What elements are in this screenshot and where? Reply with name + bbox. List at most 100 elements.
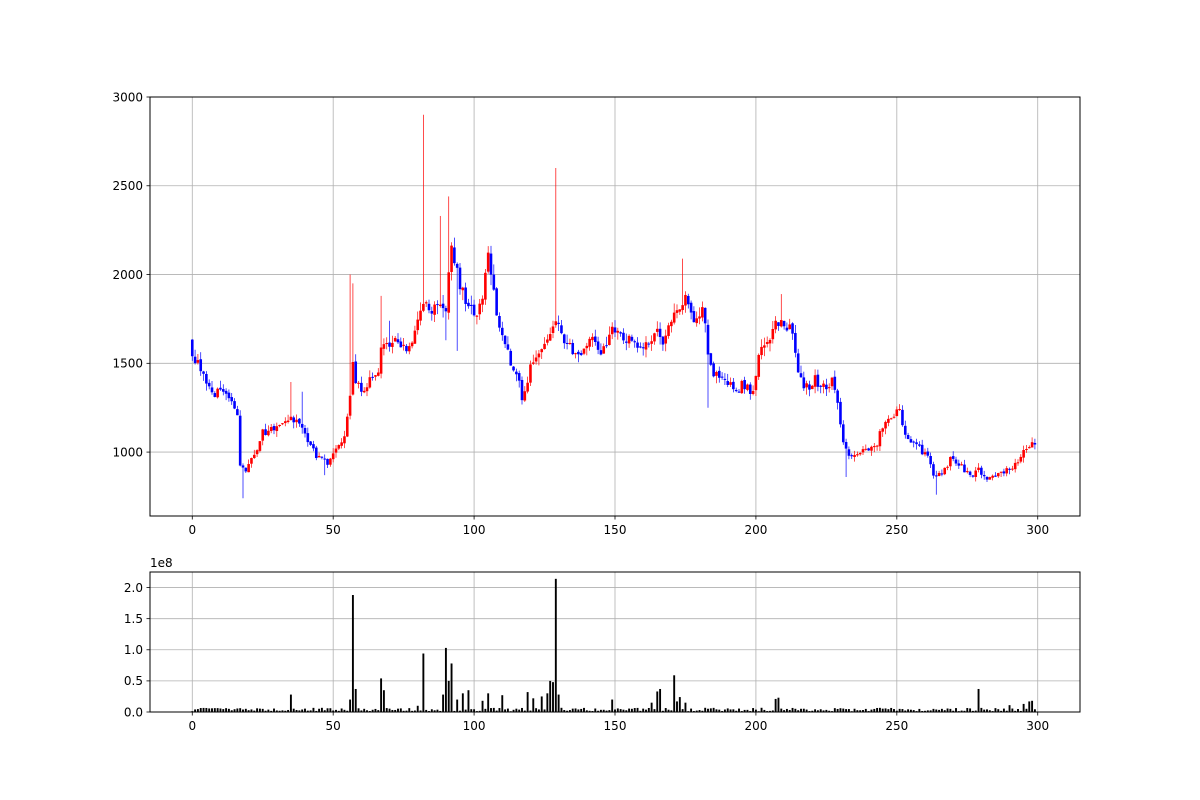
price-x-tick-label: 200 [744, 523, 767, 537]
volume-bar [614, 709, 616, 712]
candle-body-down [915, 442, 918, 445]
volume-bar [521, 707, 523, 712]
candle-body-down [492, 274, 496, 290]
volume-bar [670, 710, 673, 712]
candle-body-up [757, 354, 761, 377]
volume-bar [605, 710, 608, 712]
volume-bar [196, 709, 199, 712]
candle-body-up [861, 449, 865, 453]
volume-bar [746, 709, 749, 712]
volume-bar [650, 702, 653, 712]
candle-body-up [340, 442, 343, 446]
candle-body-up [416, 319, 420, 331]
candle-body-up [478, 303, 482, 315]
volume-bar [788, 709, 791, 712]
candle-body-up [974, 470, 978, 477]
volume-bar [205, 707, 208, 712]
candle-body-down [630, 336, 634, 341]
candle-body-down [906, 434, 910, 439]
candle-body-down [782, 320, 786, 327]
volume-bar [664, 708, 667, 712]
volume-bar [470, 709, 473, 712]
candle-body-down [517, 373, 521, 381]
candle-body-up [768, 339, 772, 344]
candle-body-down [819, 385, 823, 387]
volume-bar [1005, 710, 1008, 712]
candle-body-down [940, 473, 944, 475]
volume-bar [552, 682, 554, 712]
volume-bar [901, 709, 904, 712]
candle-body-up [289, 416, 293, 421]
candle-body-down [825, 384, 828, 390]
candle-body-up [805, 383, 808, 388]
volume-y-tick-label: 0.0 [124, 705, 143, 719]
volume-x-tick-label: 200 [744, 719, 767, 733]
candle-body-down [264, 429, 267, 436]
candle-body-down [903, 425, 907, 435]
volume-bar [814, 709, 817, 712]
volume-bar [351, 595, 354, 712]
candle-body-down [509, 350, 513, 366]
volume-bar [523, 710, 526, 712]
volume-bar [994, 708, 997, 712]
candle-body-up [269, 427, 273, 432]
volume-bar [349, 699, 352, 712]
candle-body-down [658, 328, 662, 338]
candle-body-down [802, 377, 806, 389]
volume-bar [535, 708, 538, 712]
candle-body-down [641, 347, 645, 349]
volume-bar [298, 710, 301, 712]
volume-bar [278, 710, 281, 712]
candle-body-down [272, 426, 276, 431]
candle-body-up [1011, 468, 1014, 470]
volume-bar [371, 709, 374, 712]
candle-body-down [850, 455, 854, 457]
candle-body-down [323, 458, 327, 460]
candle-body-up [923, 452, 927, 455]
candle-body-up [943, 467, 947, 475]
candle-body-up [988, 477, 992, 480]
volume-bar [678, 697, 681, 712]
volume-bar [800, 708, 802, 712]
volume-bar [292, 708, 295, 712]
volume-bar [704, 707, 707, 712]
volume-bar [791, 707, 794, 712]
candle-body-up [960, 464, 963, 466]
volume-bar [447, 680, 450, 712]
candle-body-up [695, 318, 699, 324]
candle-body-up [261, 429, 265, 441]
candle-body-down [396, 339, 400, 343]
candle-body-down [498, 316, 501, 328]
volume-bar [684, 702, 687, 712]
candle-body-up [393, 337, 397, 342]
price-y-tick-label: 3000 [112, 90, 143, 104]
volume-bar [332, 710, 335, 712]
candle-body-down [326, 458, 329, 465]
volume-bar [312, 707, 315, 712]
candle-body-down [193, 356, 197, 364]
candle-body-down [427, 303, 431, 311]
volume-bar [966, 708, 969, 712]
volume-bar [940, 708, 943, 712]
volume-bar [602, 709, 605, 712]
volume-bar [997, 709, 1000, 712]
candle-body-down [836, 390, 839, 403]
volume-y-tick-label: 2.0 [124, 581, 143, 595]
candle-body-up [875, 445, 879, 447]
price-axes-frame [149, 96, 1081, 517]
volume-bar [878, 707, 881, 712]
volume-bar [723, 709, 726, 712]
candle-body-down [1008, 468, 1011, 470]
volume-bar [771, 710, 774, 712]
candle-body-up [751, 391, 755, 394]
candle-body-down [794, 332, 797, 353]
volume-bar [907, 709, 910, 712]
volume-bar [1002, 708, 1005, 712]
candle-body-up [275, 426, 279, 432]
candle-body-down [221, 389, 225, 392]
candle-body-up [585, 345, 589, 349]
volume-bar [887, 709, 890, 712]
price-y-tick-label: 1500 [112, 357, 143, 371]
candle-body-down [453, 247, 456, 264]
price-x-tick-label: 300 [1026, 523, 1049, 537]
